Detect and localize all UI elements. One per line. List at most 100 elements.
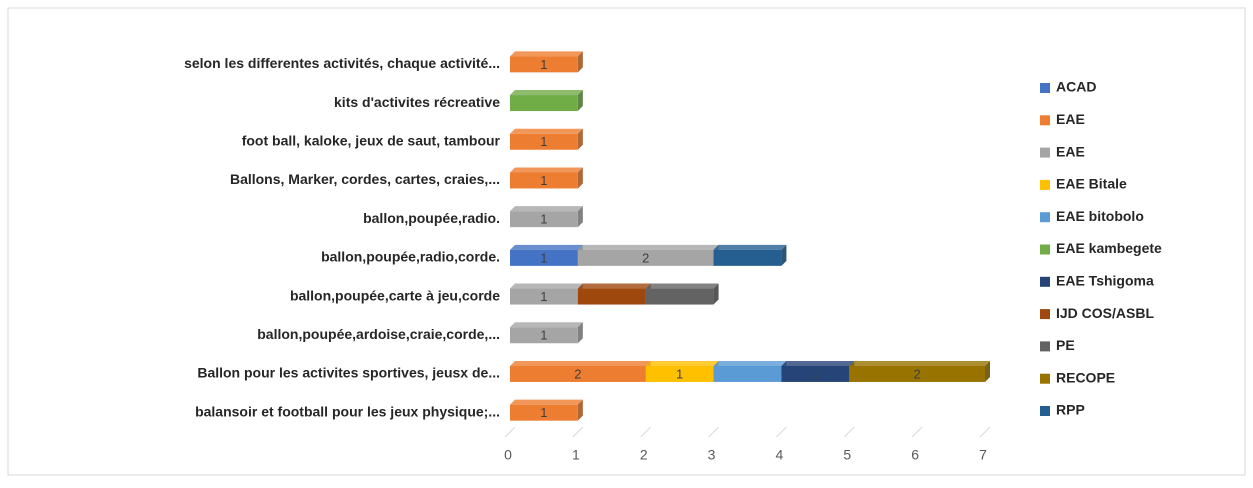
bar-top (510, 283, 583, 289)
bar-side (577, 399, 583, 421)
legend-swatch (1040, 83, 1050, 93)
bar-top (510, 322, 583, 328)
y-tick-label: ballon,poupée,ardoise,craie,corde,... (257, 326, 500, 342)
bar-top (510, 128, 583, 134)
y-tick-label: ballon,poupée,carte à jeu,corde (290, 287, 500, 303)
x-tick-label: 6 (911, 447, 919, 463)
grid-line (911, 426, 923, 438)
bar (510, 327, 578, 344)
legend-label: EAE (1056, 143, 1085, 159)
bar-top (510, 244, 583, 250)
bar-top (510, 90, 583, 96)
grid-line (979, 426, 991, 438)
legend-label: EAE bitobolo (1056, 208, 1144, 224)
y-tick-label: selon les differentes activités, chaque … (184, 55, 500, 71)
legend-swatch (1040, 276, 1050, 287)
legend-swatch (1040, 244, 1050, 255)
grid-line (708, 426, 719, 438)
data-label: 1 (540, 173, 547, 188)
data-label: 1 (540, 57, 547, 72)
y-tick-label: Ballons, Marker, cordes, cartes, craies,… (230, 171, 500, 187)
legend-swatch (1040, 179, 1050, 190)
bar (510, 288, 578, 305)
bar-side (577, 128, 583, 150)
bar (510, 133, 578, 150)
bar (510, 56, 578, 73)
x-tick-label: 4 (776, 447, 784, 463)
legend-label: RECOPE (1056, 369, 1115, 385)
bar-top (510, 51, 583, 57)
bar-side (577, 167, 583, 189)
bar-top (577, 244, 719, 250)
bar (645, 365, 714, 382)
bar-side (713, 283, 719, 305)
bar (849, 365, 985, 382)
legend-label: EAE Bitale (1056, 176, 1127, 192)
y-tick-label: Ballon pour les activites sportives, jeu… (197, 365, 500, 381)
bar-top (510, 399, 583, 405)
legend-swatch (1040, 212, 1050, 223)
bar (713, 249, 782, 266)
grid-line (640, 426, 652, 438)
data-label: 1 (540, 289, 547, 304)
bar-top (713, 244, 787, 250)
legend-label: PE (1056, 337, 1075, 353)
bar-side (985, 360, 990, 382)
bar-top (849, 360, 990, 366)
x-tick-label: 7 (979, 447, 987, 463)
y-tick-label: foot ball, kaloke, jeux de saut, tambour (242, 132, 501, 148)
data-label: 2 (914, 366, 921, 381)
legend-swatch (1040, 309, 1050, 320)
bar-side (577, 206, 583, 228)
y-tick-label: ballon,poupée,radio. (363, 210, 500, 226)
bar (510, 365, 646, 382)
data-label: 1 (540, 134, 547, 149)
legend-label: EAE kambegete (1056, 240, 1162, 256)
bar-top (510, 206, 583, 212)
data-label: 1 (540, 328, 547, 343)
bar-side (781, 244, 787, 266)
legend-swatch (1040, 115, 1050, 126)
grid-line (504, 426, 516, 438)
bar (577, 288, 646, 305)
data-label: 2 (574, 366, 581, 381)
legend-label: ACAD (1056, 79, 1096, 95)
bar-top (713, 360, 787, 366)
bar-top (510, 167, 583, 173)
legend-swatch (1040, 406, 1050, 416)
chart-frame (7, 7, 1246, 476)
data-label: 1 (540, 212, 547, 227)
data-label: 2 (642, 250, 649, 265)
bar (510, 95, 578, 112)
y-tick-label: ballon,poupée,radio,corde. (321, 249, 500, 265)
legend-label: EAE Tshigoma (1056, 273, 1154, 289)
legend-swatch (1040, 341, 1050, 352)
bar (510, 172, 578, 189)
legend-label: EAE (1056, 111, 1085, 127)
data-label: 1 (540, 250, 547, 265)
x-tick-label: 0 (504, 447, 512, 463)
bar (510, 211, 578, 228)
bar (510, 249, 578, 266)
data-label: 1 (676, 366, 683, 381)
grid-line (572, 426, 584, 438)
legend-label: RPP (1056, 402, 1085, 418)
grid-line (843, 426, 855, 438)
bar-side (577, 51, 583, 73)
bar (645, 288, 714, 305)
bar-top (577, 283, 651, 289)
x-tick-label: 5 (843, 447, 851, 463)
bar-side (577, 322, 583, 344)
legend-label: IJD COS/ASBL (1056, 305, 1154, 321)
y-tick-label: balansoir et football pour les jeux phys… (195, 403, 500, 419)
bar-side (577, 90, 583, 112)
bar (577, 249, 714, 266)
data-label: 1 (540, 405, 547, 420)
bar-top (510, 360, 651, 366)
x-tick-label: 1 (572, 447, 580, 463)
y-tick-label: kits d'activites récreative (334, 94, 500, 110)
bar (781, 365, 850, 382)
legend-swatch (1040, 147, 1050, 158)
bar (510, 404, 578, 421)
